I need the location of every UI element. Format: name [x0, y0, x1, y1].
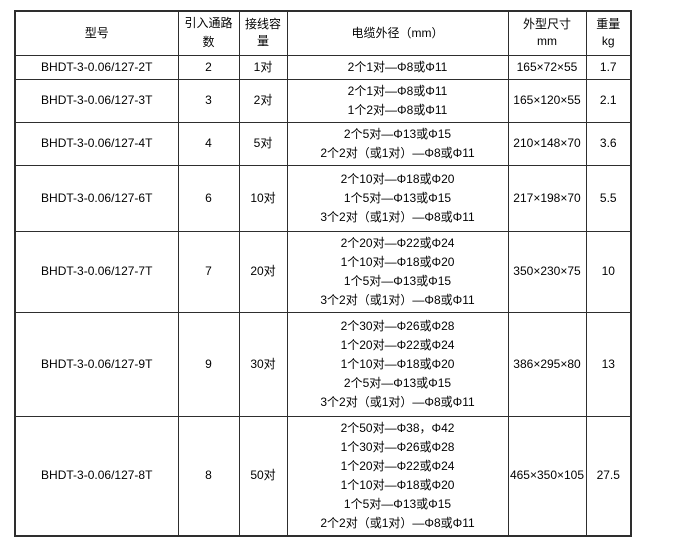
dimensions-cell: 165×72×55 [507, 54, 587, 80]
table-row: BHDT-3-0.06/127-2T 2 1对 2个1对—Φ8或Φ11 165×72×5… [14, 54, 632, 80]
col-header-dimensions: 外型尺寸 mm [507, 10, 587, 56]
model-cell: BHDT-3-0.06/127-3T [14, 78, 179, 123]
col-header-weight-line1: 重量 [596, 17, 621, 32]
channels-cell: 9 [177, 311, 240, 417]
cable-line: 1个10对—Φ18或Φ20 [340, 477, 455, 492]
cable-line: 2个1对—Φ8或Φ11 [347, 59, 448, 74]
dimensions-cell: 465×350×105 [507, 415, 587, 537]
table-row: BHDT-3-0.06/127-6T 6 10对 2个10对—Φ18或Φ20 1个5对—… [14, 164, 632, 232]
dimensions-cell: 386×295×80 [507, 311, 587, 417]
cable-line: 2个20对—Φ22或Φ24 [340, 235, 455, 250]
model-cell: BHDT-3-0.06/127-6T [14, 164, 179, 232]
capacity-cell: 50对 [238, 415, 288, 537]
col-header-model: 型号 [14, 10, 179, 56]
cable-line: 2个1对—Φ8或Φ11 [347, 83, 448, 98]
table-row: BHDT-3-0.06/127-7T 7 20对 2个20对—Φ22或Φ24 1个10对… [14, 230, 632, 313]
table-row: BHDT-3-0.06/127-8T 8 50对 2个50对—Φ38，Φ42 1个30对… [14, 415, 632, 537]
col-header-dimensions-unit: mm [537, 34, 557, 49]
channels-cell: 3 [177, 78, 240, 123]
cable-line: 2个10对—Φ18或Φ20 [340, 171, 455, 186]
header-row: 型号 引入通路数 接线容 量 电缆外径（mm） 外型尺寸 mm 重量 kg [14, 10, 632, 56]
cable-line: 1个20对—Φ22或Φ24 [340, 458, 455, 473]
weight-cell: 3.6 [585, 121, 632, 166]
col-header-dimensions-line1: 外型尺寸 [522, 17, 571, 32]
table-row: BHDT-3-0.06/127-4T 4 5对 2个5对—Φ13或Φ15 2个2对（或1… [14, 121, 632, 166]
capacity-cell: 10对 [238, 164, 288, 232]
cable-line: 2个2对（或1对）—Φ8或Φ11 [320, 145, 475, 160]
model-cell: BHDT-3-0.06/127-8T [14, 415, 179, 537]
channels-cell: 7 [177, 230, 240, 313]
table-row: BHDT-3-0.06/127-9T 9 30对 2个30对—Φ26或Φ28 1个20对… [14, 311, 632, 417]
col-header-cable: 电缆外径（mm） [286, 10, 509, 56]
cable-line: 2个5对—Φ13或Φ15 [343, 375, 452, 390]
cable-line: 1个5对—Φ13或Φ15 [343, 496, 452, 511]
weight-cell: 5.5 [585, 164, 632, 232]
dimensions-cell: 350×230×75 [507, 230, 587, 313]
col-header-capacity: 接线容 量 [238, 10, 288, 56]
cable-line: 2个5对—Φ13或Φ15 [343, 126, 452, 141]
cable-line: 2个30对—Φ26或Φ28 [340, 318, 455, 333]
channels-cell: 6 [177, 164, 240, 232]
cable-cell: 2个20对—Φ22或Φ24 1个10对—Φ18或Φ20 1个5对—Φ13或Φ15 3个… [286, 230, 509, 313]
col-header-weight-unit: kg [601, 34, 615, 49]
cable-line: 1个20对—Φ22或Φ24 [340, 337, 455, 352]
cable-line: 1个10对—Φ18或Φ20 [340, 356, 455, 371]
cable-cell: 2个5对—Φ13或Φ15 2个2对（或1对）—Φ8或Φ11 [286, 121, 509, 166]
capacity-cell: 2对 [238, 78, 288, 123]
cable-line: 2个2对（或1对）—Φ8或Φ11 [320, 515, 475, 530]
capacity-cell: 1对 [238, 54, 288, 80]
cable-cell: 2个10对—Φ18或Φ20 1个5对—Φ13或Φ15 3个2对（或1对）—Φ8或Φ1… [286, 164, 509, 232]
channels-cell: 4 [177, 121, 240, 166]
cable-line: 1个30对—Φ26或Φ28 [340, 439, 455, 454]
cable-cell: 2个1对—Φ8或Φ11 [286, 54, 509, 80]
weight-cell: 10 [585, 230, 632, 313]
capacity-cell: 30对 [238, 311, 288, 417]
col-header-capacity-line2: 量 [256, 34, 269, 49]
col-header-capacity-line1: 接线容 [244, 17, 281, 32]
capacity-cell: 5对 [238, 121, 288, 166]
cable-line: 1个2对—Φ8或Φ11 [347, 102, 448, 117]
cable-cell: 2个50对—Φ38，Φ42 1个30对—Φ26或Φ28 1个20对—Φ22或Φ24 1… [286, 415, 509, 537]
channels-cell: 8 [177, 415, 240, 537]
cable-cell: 2个30对—Φ26或Φ28 1个20对—Φ22或Φ24 1个10对—Φ18或Φ20 2… [286, 311, 509, 417]
model-cell: BHDT-3-0.06/127-7T [14, 230, 179, 313]
weight-cell: 27.5 [585, 415, 632, 537]
cable-line: 1个5对—Φ13或Φ15 [343, 273, 452, 288]
dimensions-cell: 217×198×70 [507, 164, 587, 232]
channels-cell: 2 [177, 54, 240, 80]
table-header: 型号 引入通路数 接线容 量 电缆外径（mm） 外型尺寸 mm 重量 kg [14, 10, 632, 56]
cable-line: 3个2对（或1对）—Φ8或Φ11 [320, 292, 475, 307]
model-cell: BHDT-3-0.06/127-4T [14, 121, 179, 166]
capacity-cell: 20对 [238, 230, 288, 313]
weight-cell: 2.1 [585, 78, 632, 123]
weight-cell: 1.7 [585, 54, 632, 80]
table-row: BHDT-3-0.06/127-3T 3 2对 2个1对—Φ8或Φ11 1个2对—Φ8或… [14, 78, 632, 123]
cable-line: 3个2对（或1对）—Φ8或Φ11 [320, 209, 475, 224]
cable-line: 1个5对—Φ13或Φ15 [343, 190, 452, 205]
col-header-channels: 引入通路数 [177, 10, 240, 56]
dimensions-cell: 210×148×70 [507, 121, 587, 166]
cable-cell: 2个1对—Φ8或Φ11 1个2对—Φ8或Φ11 [286, 78, 509, 123]
cable-line: 2个50对—Φ38，Φ42 [340, 420, 455, 435]
model-cell: BHDT-3-0.06/127-2T [14, 54, 179, 80]
cable-line: 3个2对（或1对）—Φ8或Φ11 [320, 394, 475, 409]
spec-table: 型号 引入通路数 接线容 量 电缆外径（mm） 外型尺寸 mm 重量 kg BH… [14, 10, 632, 537]
cable-line: 1个10对—Φ18或Φ20 [340, 254, 455, 269]
table-body: BHDT-3-0.06/127-2T 2 1对 2个1对—Φ8或Φ11 165×72×5… [14, 54, 632, 537]
col-header-weight: 重量 kg [585, 10, 632, 56]
weight-cell: 13 [585, 311, 632, 417]
model-cell: BHDT-3-0.06/127-9T [14, 311, 179, 417]
dimensions-cell: 165×120×55 [507, 78, 587, 123]
